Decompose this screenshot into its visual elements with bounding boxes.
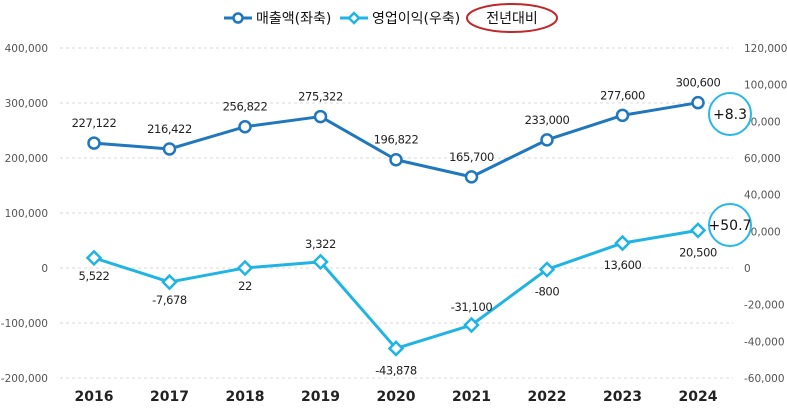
revenue-point bbox=[540, 133, 554, 147]
revenue-point bbox=[313, 109, 328, 124]
legend-revenue-marker bbox=[232, 12, 244, 24]
revenue-data-label: 227,122 bbox=[72, 116, 117, 130]
revenue-point bbox=[389, 152, 403, 167]
revenue-data-label: 300,600 bbox=[676, 76, 721, 90]
legend-profit-marker bbox=[347, 11, 361, 25]
operating-profit-point bbox=[538, 261, 556, 278]
operating-profit-data-label: 13,600 bbox=[604, 258, 642, 272]
left-axis-tick-label: 300,000 bbox=[5, 98, 48, 110]
left-axis-tick-label: 100,000 bbox=[5, 208, 48, 220]
left-axis-tick-label: -200,000 bbox=[1, 373, 48, 385]
operating-profit-point bbox=[85, 249, 103, 267]
right-axis-tick-label: -60,000 bbox=[744, 373, 785, 385]
operating-profit-point bbox=[387, 340, 405, 357]
revenue-point bbox=[615, 108, 630, 123]
x-axis-category-label: 2021 bbox=[452, 389, 491, 405]
right-axis-tick-label: 0 bbox=[744, 263, 751, 275]
operating-profit-data-label: -43,878 bbox=[375, 363, 417, 377]
right-axis-tick-label: 20,000 bbox=[744, 226, 781, 238]
operating-profit-point bbox=[463, 316, 480, 334]
revenue-data-label: 277,600 bbox=[600, 88, 645, 102]
left-axis-tick-label: 0 bbox=[41, 263, 48, 275]
revenue-point bbox=[464, 170, 479, 184]
operating-profit-data-label: -7,678 bbox=[152, 293, 187, 307]
operating-profit-data-label: 3,322 bbox=[305, 237, 336, 251]
revenue-data-label: 216,422 bbox=[147, 122, 192, 136]
right-axis-tick-label: 120,000 bbox=[744, 43, 787, 55]
operating-profit-point bbox=[161, 273, 178, 291]
left-axis-tick-label: 200,000 bbox=[5, 153, 48, 165]
left-axis-tick-label: -100,000 bbox=[1, 318, 48, 330]
operating-profit-data-label: -800 bbox=[535, 284, 560, 298]
legend-profit-label: 영업이익(우축) bbox=[372, 11, 460, 27]
x-axis-category-label: 2017 bbox=[150, 389, 189, 405]
operating-profit-data-label: 22 bbox=[238, 279, 252, 293]
revenue-data-label: 275,322 bbox=[298, 90, 343, 104]
legend-revenue-label: 매출액(좌축) bbox=[256, 11, 331, 27]
x-axis-category-label: 2024 bbox=[679, 389, 718, 405]
revenue-data-label: 165,700 bbox=[449, 150, 494, 164]
revenue-point bbox=[162, 142, 177, 156]
yoy-change-badge-text: +50.7 bbox=[709, 218, 752, 234]
x-axis-category-label: 2023 bbox=[603, 389, 642, 405]
operating-profit-data-label: -31,100 bbox=[451, 300, 493, 314]
x-axis-category-label: 2020 bbox=[377, 389, 416, 405]
operating-profit-point bbox=[236, 259, 254, 277]
yoy-change-badge bbox=[708, 203, 752, 247]
yoy-change-badge bbox=[708, 92, 752, 136]
operating-profit-data-label: 5,522 bbox=[79, 269, 110, 283]
revenue-data-label: 233,000 bbox=[525, 113, 570, 127]
operating-profit-point bbox=[689, 222, 707, 239]
x-axis-category-label: 2018 bbox=[226, 389, 265, 405]
operating-profit-point bbox=[312, 253, 329, 271]
yoy-change-badge-text: +8.3 bbox=[713, 107, 747, 123]
legend-yoy-ellipse bbox=[466, 3, 558, 33]
revenue-point bbox=[691, 95, 705, 110]
x-axis-category-label: 2022 bbox=[528, 389, 567, 405]
revenue-data-label: 196,822 bbox=[374, 133, 419, 147]
right-axis-tick-label: 60,000 bbox=[744, 153, 781, 165]
revenue-data-label: 256,822 bbox=[223, 100, 268, 114]
right-axis-tick-label: -20,000 bbox=[744, 300, 785, 312]
operating-profit-point bbox=[614, 234, 631, 252]
legend-yoy-label: 전년대비 bbox=[486, 11, 538, 27]
right-axis-tick-label: 100,000 bbox=[744, 80, 787, 92]
left-axis-tick-label: 400,000 bbox=[5, 43, 48, 55]
x-axis-category-label: 2016 bbox=[75, 389, 114, 405]
revenue-point bbox=[87, 136, 101, 150]
right-axis-tick-label: 80,000 bbox=[744, 116, 781, 128]
operating-profit-data-label: 20,500 bbox=[679, 245, 717, 259]
right-axis-tick-label: 40,000 bbox=[744, 190, 781, 202]
revenue-point bbox=[238, 119, 252, 134]
right-axis-tick-label: -40,000 bbox=[744, 336, 785, 348]
x-axis-category-label: 2019 bbox=[301, 389, 340, 405]
operating-profit-line bbox=[93, 228, 699, 350]
